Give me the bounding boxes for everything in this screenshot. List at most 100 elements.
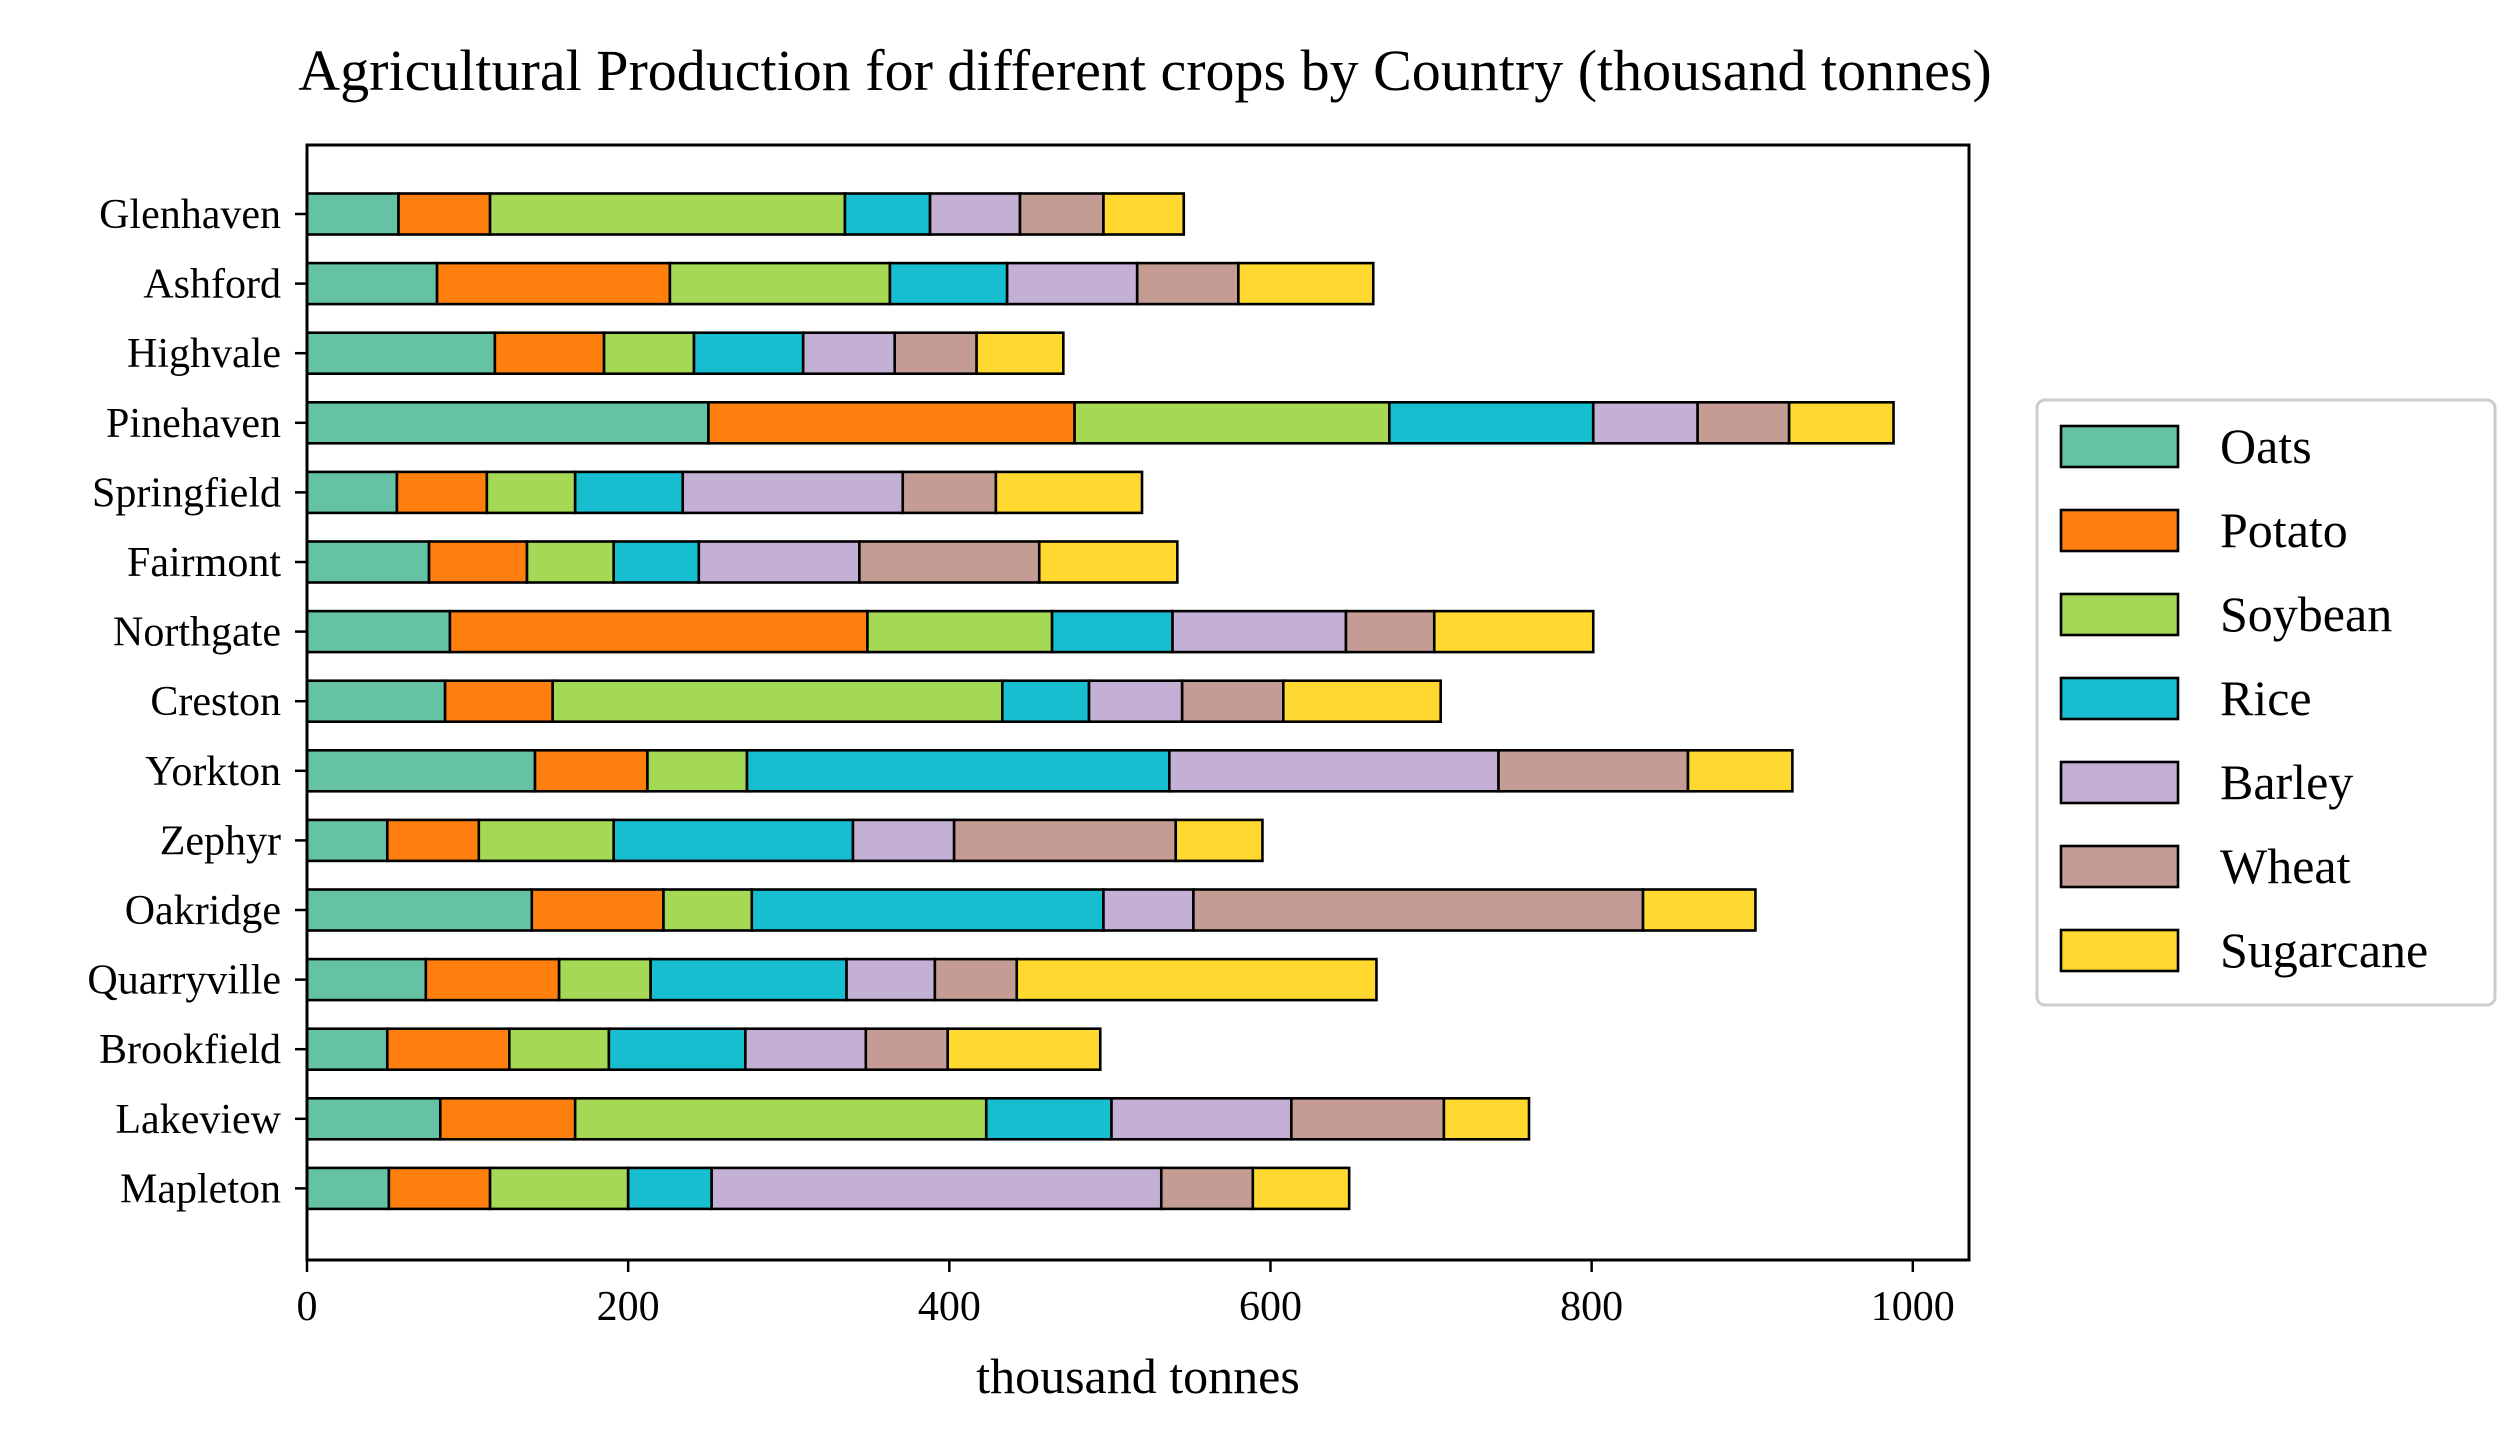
y-tick-label: Brookfield — [99, 1027, 281, 1073]
bar-sugarcane-quarryville — [1015, 957, 1378, 1002]
bar-barley-fairmont — [697, 540, 861, 584]
bar-oats-fairmont — [305, 540, 431, 584]
bar-potato-oakridge — [530, 888, 665, 932]
bar-rice-yorkton — [745, 748, 1171, 793]
y-tick-label: Ashford — [143, 262, 281, 308]
bar-wheat-glenhaven — [1018, 192, 1105, 236]
bar-soybean-zephyr — [477, 818, 616, 863]
y-tick-label: Northgate — [113, 610, 281, 656]
bar-potato-yorkton — [533, 748, 649, 793]
bar-soybean-mapleton — [488, 1166, 630, 1211]
legend-swatch-wheat — [2059, 844, 2180, 889]
y-tick-label: Highvale — [127, 331, 281, 377]
legend-swatch-oats — [2059, 424, 2180, 469]
bar-barley-zephyr — [851, 818, 956, 863]
bar-wheat-highvale — [893, 331, 978, 376]
y-tick-label: Creston — [150, 679, 281, 725]
y-tick-label: Quarryville — [87, 958, 281, 1004]
bar-sugarcane-pinehaven — [1787, 400, 1895, 445]
bar-barley-creston — [1087, 679, 1184, 724]
bar-potato-glenhaven — [397, 192, 492, 236]
bar-potato-highvale — [493, 331, 606, 376]
bar-oats-ashford — [305, 261, 439, 306]
bar-potato-mapleton — [387, 1166, 492, 1211]
bar-rice-brookfield — [607, 1027, 747, 1071]
legend-label-rice: Rice — [2220, 670, 2312, 726]
bar-barley-brookfield — [744, 1027, 868, 1071]
bar-barley-oakridge — [1102, 888, 1195, 932]
bar-soybean-glenhaven — [488, 192, 847, 236]
bar-soybean-brookfield — [508, 1027, 611, 1071]
bar-barley-pinehaven — [1591, 400, 1699, 445]
bar-wheat-creston — [1180, 679, 1285, 724]
bar-soybean-pinehaven — [1073, 400, 1391, 445]
bar-sugarcane-yorkton — [1686, 748, 1794, 793]
bar-soybean-highvale — [602, 331, 696, 376]
bar-barley-glenhaven — [928, 192, 1022, 236]
y-tick-label: Pinehaven — [106, 401, 281, 447]
bar-barley-ashford — [1005, 261, 1139, 306]
bar-potato-lakeview — [438, 1097, 577, 1141]
bar-potato-pinehaven — [707, 400, 1076, 445]
bar-rice-mapleton — [626, 1166, 713, 1211]
y-axis-ticks: Glenhaven Ashford Highvale Pinehaven Springf… — [87, 192, 307, 1212]
legend-label-wheat: Wheat — [2220, 838, 2351, 894]
legend-swatch-sugarcane — [2059, 928, 2180, 973]
bar-oats-glenhaven — [305, 192, 400, 236]
bar-rice-ashford — [888, 261, 1009, 306]
bar-rice-highvale — [692, 331, 805, 376]
bar-barley-springfield — [681, 470, 905, 515]
bar-oats-yorkton — [305, 748, 537, 793]
bar-sugarcane-lakeview — [1442, 1097, 1531, 1141]
x-tick-label: 600 — [1239, 1284, 1302, 1330]
bar-oats-lakeview — [305, 1097, 442, 1141]
bar-potato-zephyr — [385, 818, 481, 863]
bar-potato-quarryville — [424, 957, 561, 1002]
bar-sugarcane-springfield — [994, 470, 1144, 515]
bar-wheat-mapleton — [1159, 1166, 1255, 1211]
bar-rice-zephyr — [612, 818, 855, 863]
bar-soybean-yorkton — [646, 748, 749, 793]
plot-frame — [305, 143, 1971, 1262]
bar-soybean-springfield — [485, 470, 577, 515]
bar-oats-oakridge — [305, 888, 534, 932]
bar-barley-lakeview — [1110, 1097, 1293, 1141]
bar-soybean-creston — [551, 679, 1004, 724]
bar-barley-northgate — [1171, 609, 1348, 654]
bar-wheat-lakeview — [1290, 1097, 1446, 1141]
bar-rice-lakeview — [984, 1097, 1113, 1141]
bar-wheat-ashford — [1135, 261, 1240, 306]
legend-swatch-soybean — [2059, 592, 2180, 637]
bar-potato-brookfield — [385, 1027, 511, 1071]
bar-barley-highvale — [801, 331, 897, 376]
x-tick-label: 1000 — [1871, 1284, 1955, 1330]
legend-label-sugarcane: Sugarcane — [2220, 922, 2428, 978]
bars-layer — [305, 192, 1895, 1211]
legend-label-oats: Oats — [2220, 418, 2312, 474]
bar-soybean-lakeview — [573, 1097, 988, 1141]
bar-soybean-oakridge — [662, 888, 754, 932]
bar-potato-ashford — [435, 261, 672, 306]
bar-wheat-pinehaven — [1696, 400, 1791, 445]
legend-swatch-potato — [2059, 508, 2180, 553]
x-axis-ticks: 0 200 400 600 800 1000 — [297, 1260, 1955, 1330]
bar-barley-mapleton — [710, 1166, 1163, 1211]
bar-sugarcane-brookfield — [946, 1027, 1102, 1071]
bar-wheat-yorkton — [1497, 748, 1690, 793]
bar-oats-springfield — [305, 470, 399, 515]
y-tick-label: Glenhaven — [99, 192, 281, 238]
y-tick-label: Zephyr — [160, 818, 281, 864]
bar-wheat-zephyr — [952, 818, 1178, 863]
bar-potato-springfield — [395, 470, 489, 515]
bar-soybean-quarryville — [557, 957, 652, 1002]
bar-sugarcane-fairmont — [1037, 540, 1179, 584]
x-axis-title: thousand tonnes — [976, 1348, 1300, 1404]
bar-potato-fairmont — [427, 540, 529, 584]
bar-barley-quarryville — [845, 957, 937, 1002]
bar-oats-mapleton — [305, 1166, 391, 1211]
bar-wheat-quarryville — [933, 957, 1019, 1002]
y-tick-label: Mapleton — [120, 1166, 281, 1212]
bar-sugarcane-mapleton — [1251, 1166, 1351, 1211]
x-tick-label: 200 — [597, 1284, 660, 1330]
